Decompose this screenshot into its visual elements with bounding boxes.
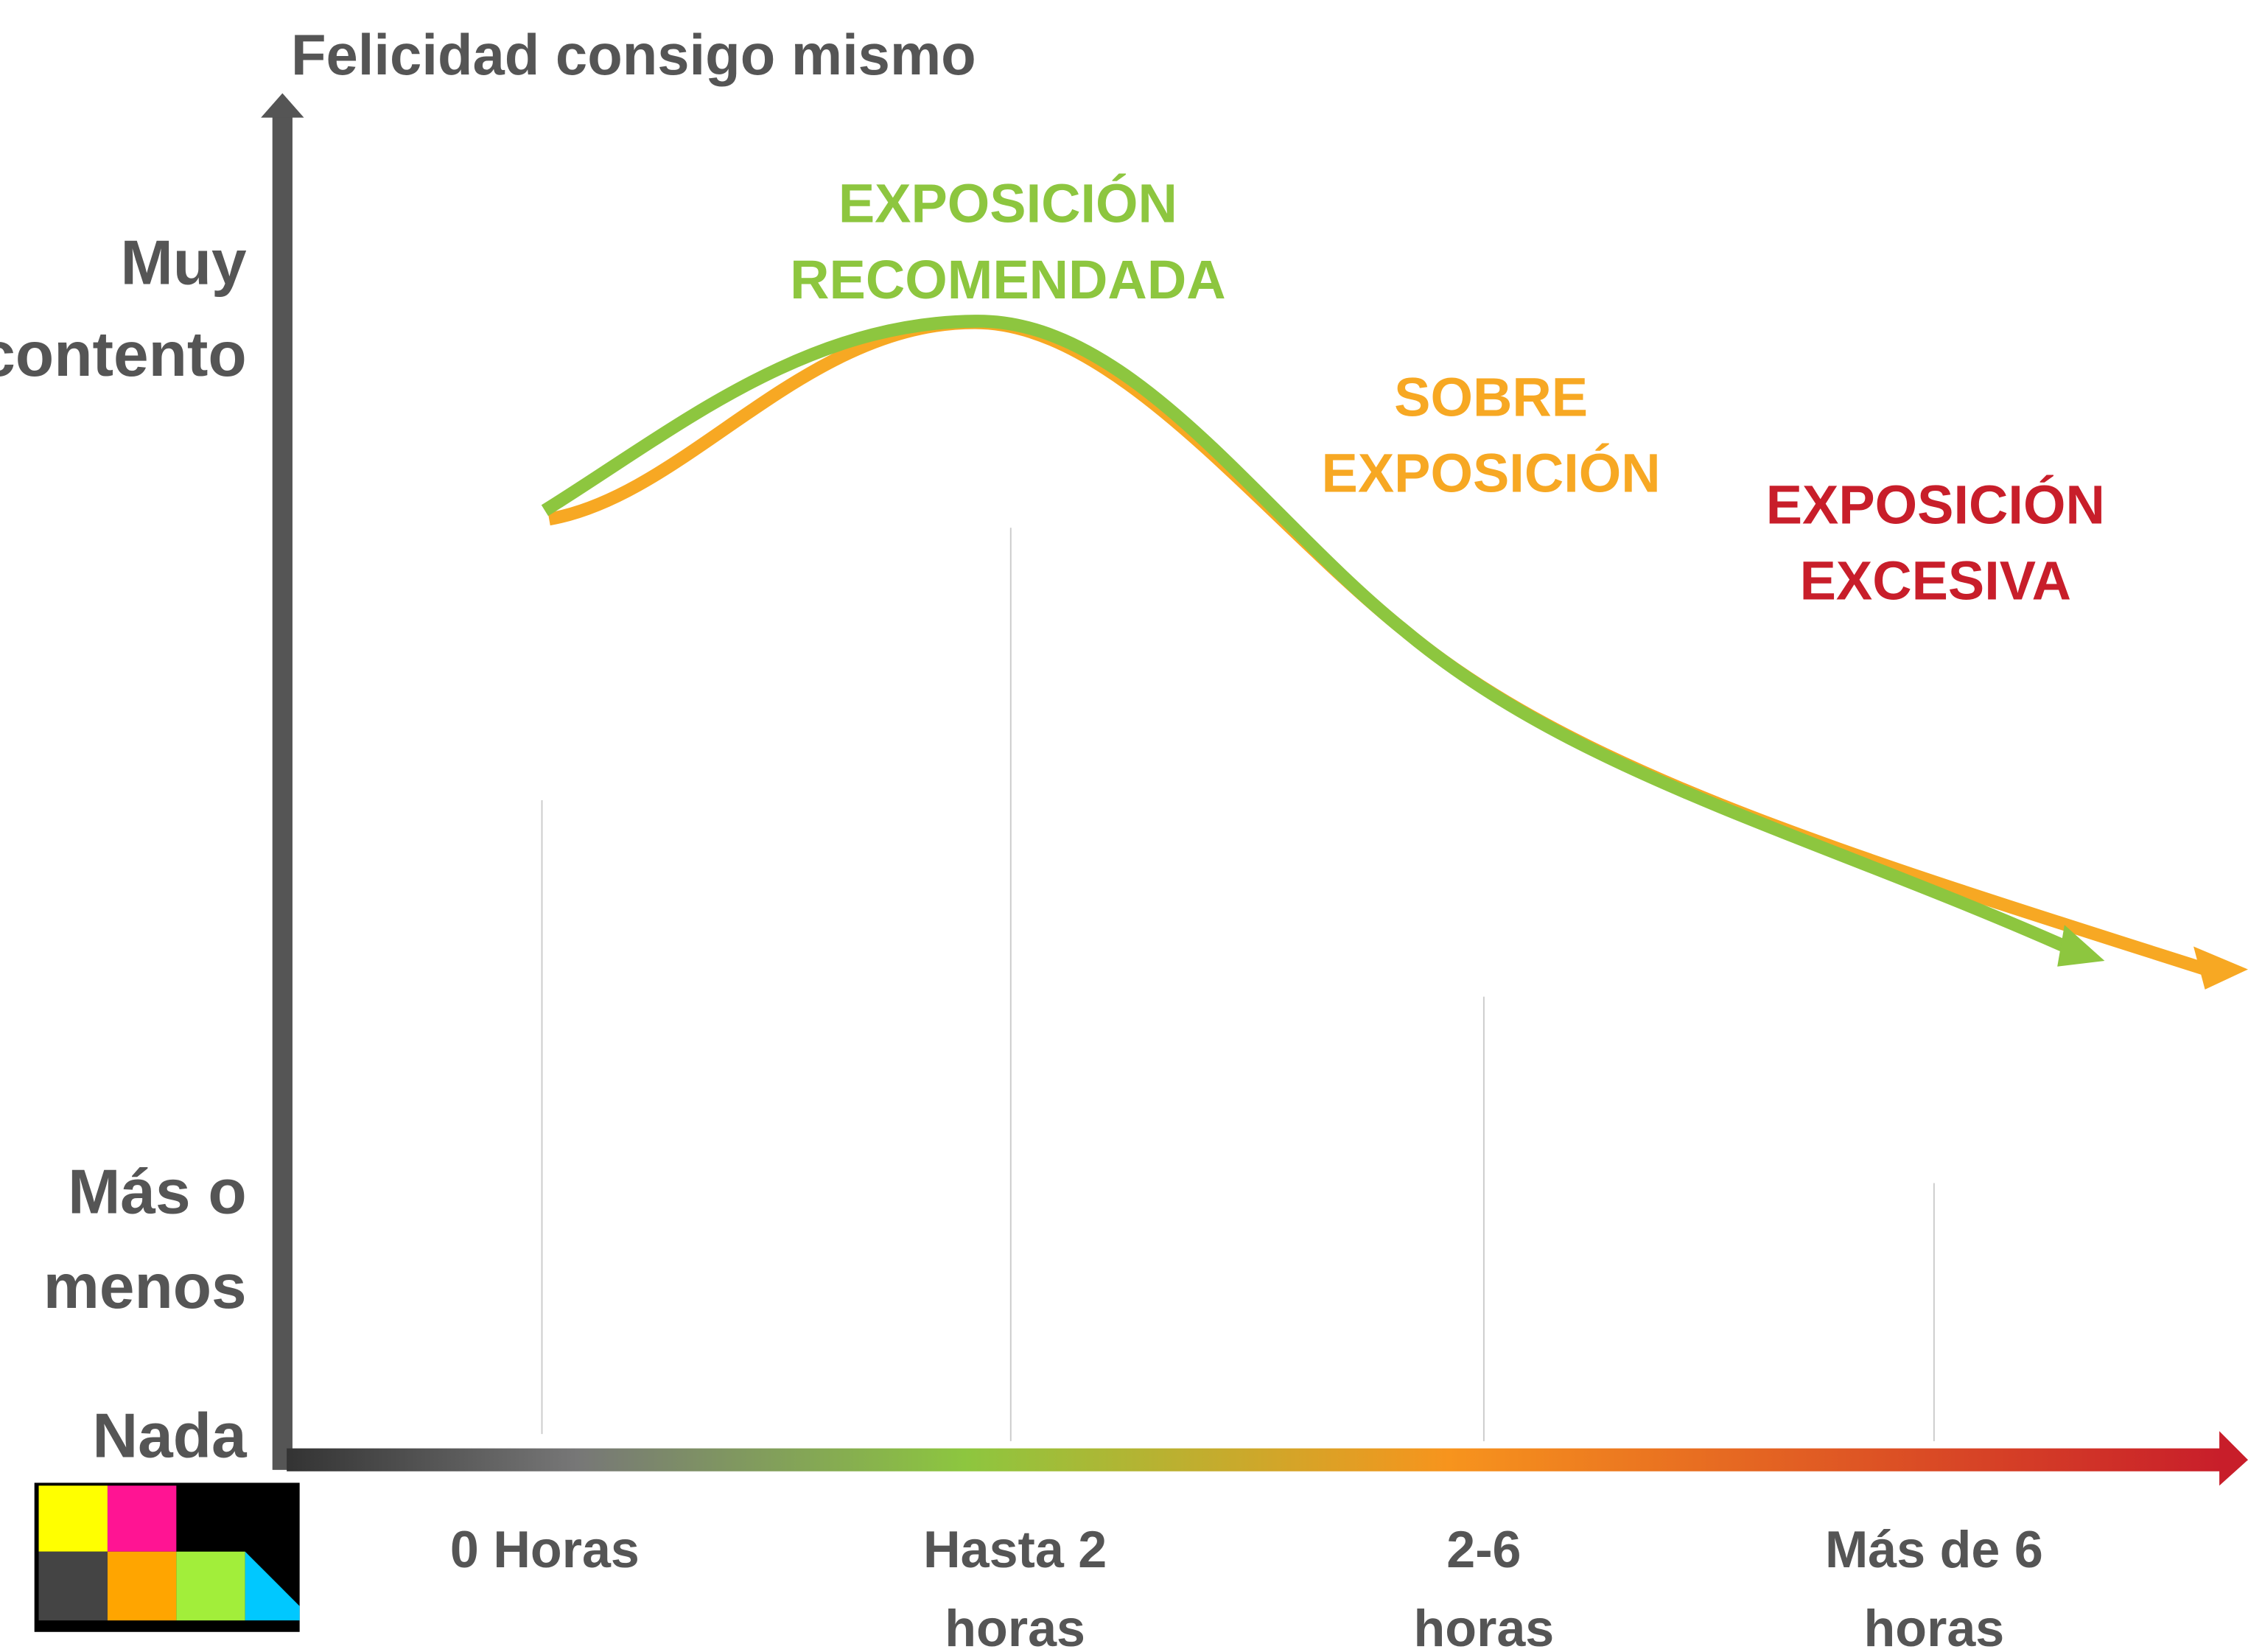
x-label: 0 Horas <box>450 1521 640 1578</box>
y-axis-arrow <box>261 93 304 118</box>
annotation: EXPOSICIÓN <box>1322 443 1661 504</box>
x-label: Hasta 2 <box>923 1521 1107 1578</box>
title: Felicidad consigo mismo <box>291 24 976 87</box>
x-label: 2-6 <box>1446 1521 1521 1578</box>
x-label: horas <box>1414 1600 1555 1652</box>
y-label: menos <box>43 1251 247 1322</box>
y-axis <box>272 114 293 1470</box>
x-label: horas <box>1864 1600 2005 1652</box>
y-label: contento <box>0 319 247 390</box>
orange-curve <box>547 316 2217 979</box>
y-label: Nada <box>92 1400 248 1471</box>
orange-arrow <box>2193 946 2248 990</box>
x-label: Más de 6 <box>1825 1521 2043 1578</box>
green-curve <box>541 315 2075 956</box>
annotation: EXPOSICIÓN <box>1766 474 2105 535</box>
x-axis <box>287 1448 2222 1471</box>
annotation: RECOMENDADA <box>790 249 1225 310</box>
logo <box>34 1483 300 1632</box>
x-axis-arrow <box>2219 1431 2248 1486</box>
guides <box>541 528 1935 1441</box>
y-label: Muy <box>120 227 247 298</box>
green-arrow <box>2057 925 2105 967</box>
x-label: horas <box>945 1600 1085 1652</box>
annotation: EXCESIVA <box>1800 550 2071 611</box>
y-label: Más o <box>68 1156 247 1227</box>
texts: Felicidad consigo mismo Muy contento Más o… <box>0 24 2105 1652</box>
annotation: SOBRE <box>1394 366 1588 427</box>
annotation: EXPOSICIÓN <box>838 173 1177 234</box>
